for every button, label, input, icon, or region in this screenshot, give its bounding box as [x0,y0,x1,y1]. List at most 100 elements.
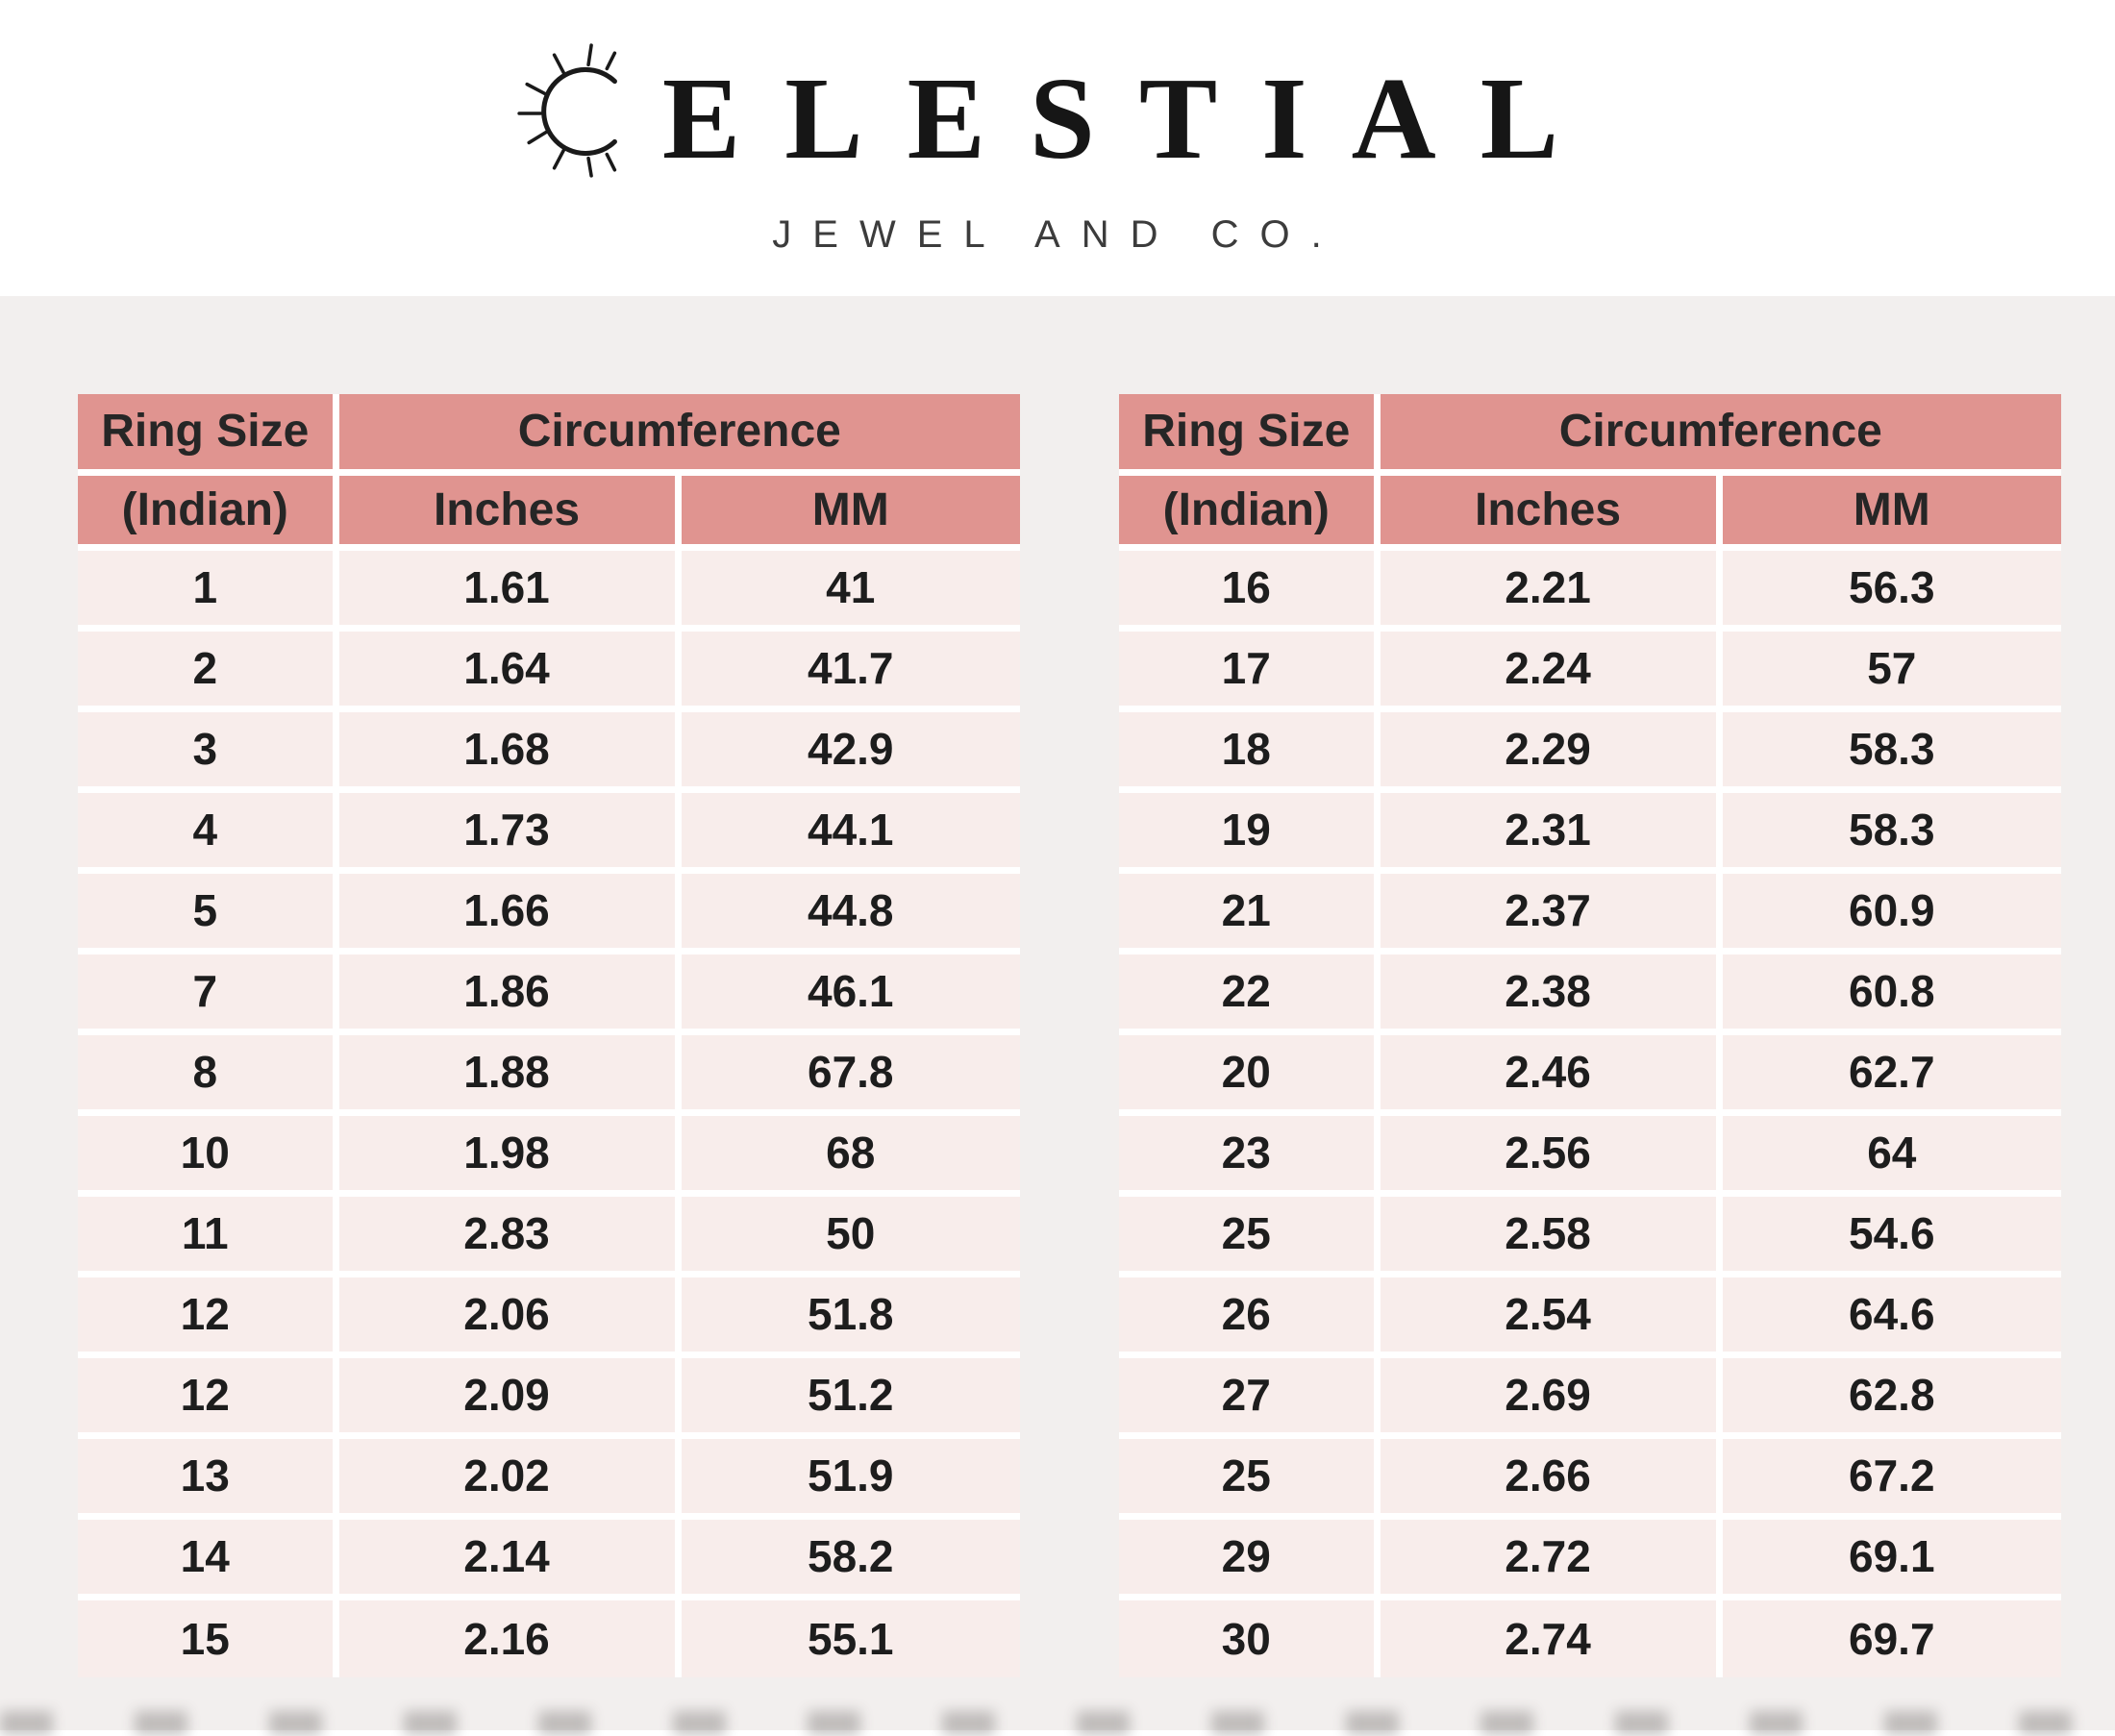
table-row: 8 1.88 67.8 [74,1028,1024,1116]
table-cell: 2.69 [1373,1351,1723,1439]
table-cell: 67.8 [674,1028,1024,1116]
table-cell: 51.9 [674,1431,1024,1520]
table-cell: 2.02 [332,1431,682,1520]
table-row: 14 2.14 58.2 [74,1512,1024,1600]
table-cell: 1.61 [332,543,682,632]
table-cell: 67.2 [1715,1431,2065,1520]
table-cell: 2.56 [1373,1108,1723,1197]
table-row: 15 2.16 55.1 [74,1593,1024,1681]
table-cell: 22 [1115,947,1381,1035]
table-header: Ring Size Circumference (Indian) Inches … [74,390,1024,551]
table-cell: 58.3 [1715,705,2065,793]
table-cell: 12 [74,1351,339,1439]
table-cell: 19 [1115,785,1381,874]
table-row: 19 2.31 58.3 [1115,785,2065,874]
table-cell: 58.3 [1715,785,2065,874]
table-cell: 58.2 [674,1512,1024,1600]
table-cell: 26 [1115,1270,1381,1358]
table-cell: 1.88 [332,1028,682,1116]
table-header: Ring Size Circumference (Indian) Inches … [1115,390,2065,551]
header-circumference: Circumference [332,390,1024,476]
table-cell: 60.8 [1715,947,2065,1035]
ring-size-table-left: Ring Size Circumference (Indian) Inches … [74,390,1024,1681]
table-row: 12 2.09 51.2 [74,1351,1024,1439]
table-cell: 64 [1715,1108,2065,1197]
table-body-left: 1 1.61 41 2 1.64 41.7 3 1.68 42.9 4 1.73 44.1 5 1.66 4… [74,543,1024,1681]
brand-subtitle: JEWEL AND CO. [772,213,1343,256]
table-cell: 1.73 [332,785,682,874]
table-cell: 54.6 [1715,1189,2065,1277]
table-cell: 4 [74,785,339,874]
table-cell: 7 [74,947,339,1035]
table-row: 22 2.38 60.8 [1115,947,2065,1035]
brand-header: ELESTIAL JEWEL AND CO. [0,43,2115,257]
table-cell: 2.83 [332,1189,682,1277]
table-body-right: 16 2.21 56.3 17 2.24 57 18 2.29 58.3 19 2.31 58.3 21… [1115,543,2065,1681]
table-cell: 29 [1115,1512,1381,1600]
header-inches: Inches [1373,468,1723,551]
header-mm: MM [1715,468,2065,551]
table-cell: 2.38 [1373,947,1723,1035]
table-cell: 1 [74,543,339,632]
table-cell: 25 [1115,1189,1381,1277]
table-cell: 2 [74,624,339,712]
table-cell: 2.58 [1373,1189,1723,1277]
table-row: 25 2.66 67.2 [1115,1431,2065,1520]
table-cell: 1.66 [332,866,682,955]
table-cell: 15 [74,1593,339,1681]
sun-logo-icon [512,38,659,185]
table-cell: 1.64 [332,624,682,712]
table-cell: 50 [674,1189,1024,1277]
table-cell: 20 [1115,1028,1381,1116]
table-cell: 2.37 [1373,866,1723,955]
table-row: 21 2.37 60.9 [1115,866,2065,955]
table-row: 12 2.06 51.8 [74,1270,1024,1358]
header-circumference: Circumference [1373,390,2065,476]
table-cell: 23 [1115,1108,1381,1197]
table-row: 20 2.46 62.7 [1115,1028,2065,1116]
table-cell: 46.1 [674,947,1024,1035]
table-row: 5 1.66 44.8 [74,866,1024,955]
table-cell: 11 [74,1189,339,1277]
table-row: 18 2.29 58.3 [1115,705,2065,793]
table-cell: 2.74 [1373,1593,1723,1681]
table-cell: 2.06 [332,1270,682,1358]
table-cell: 21 [1115,866,1381,955]
table-row: 13 2.02 51.9 [74,1431,1024,1520]
table-cell: 3 [74,705,339,793]
table-row: 29 2.72 69.1 [1115,1512,2065,1600]
table-cell: 69.1 [1715,1512,2065,1600]
table-cell: 51.2 [674,1351,1024,1439]
header-inches: Inches [332,468,682,551]
brand-name: ELESTIAL [661,54,1604,184]
table-cell: 2.31 [1373,785,1723,874]
table-cell: 1.68 [332,705,682,793]
header-ring-size: Ring Size [74,390,339,476]
table-cell: 10 [74,1108,339,1197]
table-cell: 44.1 [674,785,1024,874]
table-row: 7 1.86 46.1 [74,947,1024,1035]
table-cell: 13 [74,1431,339,1520]
table-cell: 62.7 [1715,1028,2065,1116]
table-cell: 2.14 [332,1512,682,1600]
table-row: 1 1.61 41 [74,543,1024,632]
table-cell: 42.9 [674,705,1024,793]
table-row: 4 1.73 44.1 [74,785,1024,874]
table-cell: 55.1 [674,1593,1024,1681]
header-indian: (Indian) [74,468,339,551]
table-row: 27 2.69 62.8 [1115,1351,2065,1439]
table-cell: 8 [74,1028,339,1116]
table-cell: 51.8 [674,1270,1024,1358]
table-cell: 69.7 [1715,1593,2065,1681]
table-cell: 25 [1115,1431,1381,1520]
table-cell: 62.8 [1715,1351,2065,1439]
header-indian: (Indian) [1115,468,1381,551]
table-cell: 2.66 [1373,1431,1723,1520]
table-row: 25 2.58 54.6 [1115,1189,2065,1277]
table-row: 10 1.98 68 [74,1108,1024,1197]
table-row: 30 2.74 69.7 [1115,1593,2065,1681]
table-cell: 2.46 [1373,1028,1723,1116]
table-cell: 27 [1115,1351,1381,1439]
ring-size-table-right: Ring Size Circumference (Indian) Inches … [1115,390,2065,1681]
